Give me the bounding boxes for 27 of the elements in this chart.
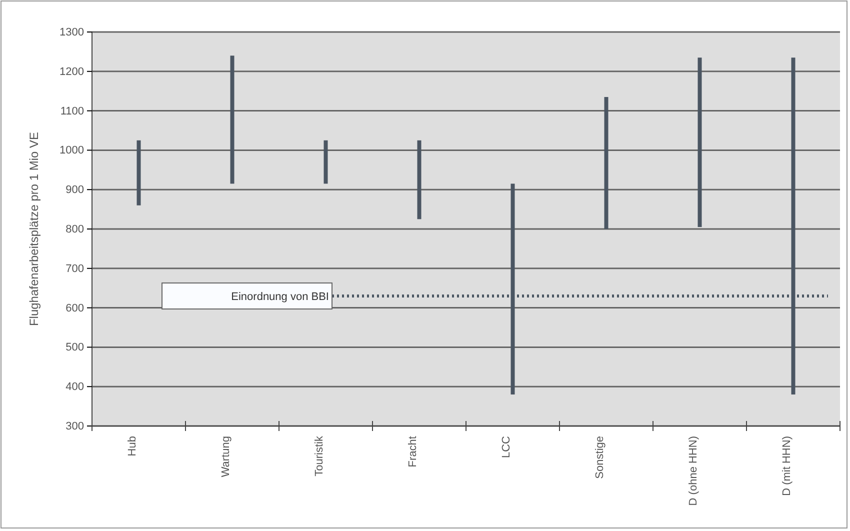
x-tick-label: Touristik xyxy=(313,436,326,476)
y-tick-label: 700 xyxy=(66,262,84,275)
y-tick-label: 300 xyxy=(66,420,84,433)
x-tick-label: Wartung xyxy=(220,436,232,478)
y-tick-label: 900 xyxy=(66,184,84,196)
bar xyxy=(136,140,141,206)
bar xyxy=(604,97,608,229)
bar xyxy=(230,56,234,184)
y-tick-label: 400 xyxy=(66,381,84,394)
y-tick-label: 600 xyxy=(66,302,84,314)
x-tick-label: Sonstige xyxy=(594,436,606,479)
ref-line-label: Einordnung von BBI xyxy=(231,290,329,303)
bar xyxy=(417,140,422,220)
x-tick-label: D (ohne HHN) xyxy=(687,436,700,506)
x-tick-label: Hub xyxy=(126,436,138,456)
y-tick-label: 1200 xyxy=(60,66,84,78)
y-tick-label: 1000 xyxy=(60,144,84,157)
y-axis-title: Flughafenarbeitsplätze pro 1 Mio VE xyxy=(27,132,41,326)
x-tick-label: Fracht xyxy=(406,436,419,468)
bar xyxy=(324,140,328,184)
y-tick-label: 800 xyxy=(66,224,84,236)
y-tick-label: 1300 xyxy=(60,26,84,39)
y-tick-label: 500 xyxy=(66,342,84,354)
bar xyxy=(698,58,702,228)
y-tick-label: 1100 xyxy=(60,105,84,118)
x-tick-label: D (mit HHN) xyxy=(780,436,793,496)
x-tick-label: LCC xyxy=(500,436,512,458)
